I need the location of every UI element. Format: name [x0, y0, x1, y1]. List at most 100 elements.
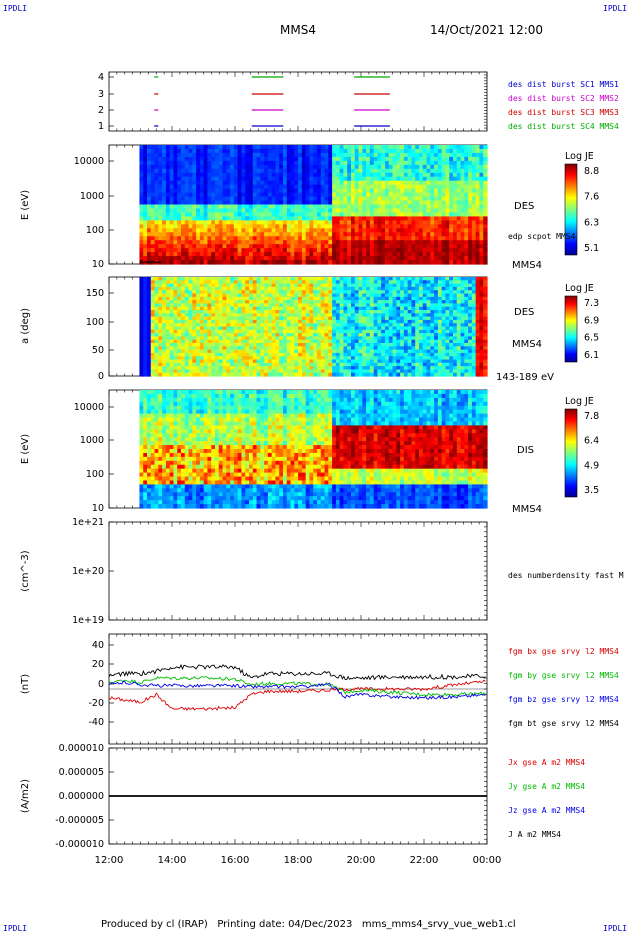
spectrogram-pixel	[434, 216, 439, 221]
spectrogram-pixel	[154, 362, 159, 367]
spectrogram-pixel	[347, 208, 352, 214]
spectrogram-pixel	[286, 277, 292, 281]
spectrogram-pixel	[283, 164, 288, 170]
spectrogram-pixel	[343, 148, 348, 154]
spectrogram-pixel	[165, 293, 171, 298]
spectrogram-pixel	[233, 316, 239, 321]
spectrogram-pixel	[294, 366, 299, 370]
spectrogram-pixel	[181, 329, 186, 334]
spectrogram-pixel	[328, 176, 333, 182]
spectrogram-pixel	[320, 208, 326, 214]
spectrogram-pixel	[366, 180, 371, 186]
spectrogram-pixel	[392, 145, 397, 150]
spectrogram-pixel	[332, 168, 337, 174]
spectrogram-pixel	[154, 300, 159, 304]
spectrogram-pixel	[449, 240, 454, 245]
spectrogram-pixel	[203, 224, 209, 229]
spectrogram-pixel	[475, 145, 481, 150]
spectrogram-pixel	[328, 200, 333, 206]
spectrogram-pixel	[252, 369, 258, 374]
spectrogram-pixel	[249, 196, 254, 202]
spectrogram-pixel	[309, 208, 314, 214]
spectrogram-pixel	[207, 349, 212, 354]
spectrogram-pixel	[260, 192, 265, 198]
spectrogram-pixel	[165, 200, 171, 206]
spectrogram-pixel	[468, 216, 473, 221]
spectrogram-pixel	[218, 156, 224, 162]
spectrogram-pixel	[298, 300, 303, 304]
spectrogram-pixel	[143, 277, 148, 281]
spectrogram-pixel	[286, 290, 292, 295]
spectrogram-pixel	[369, 164, 375, 170]
spectrogram-pixel	[279, 196, 284, 202]
spectrogram-pixel	[192, 286, 197, 291]
spectrogram-pixel	[313, 232, 318, 237]
spectrogram-pixel	[173, 164, 178, 170]
spectrogram-pixel	[271, 346, 277, 351]
spectrogram-pixel	[305, 148, 311, 154]
spectrogram-pixel	[366, 240, 371, 245]
spectrogram-pixel	[445, 164, 450, 170]
spectrogram-pixel	[196, 196, 201, 202]
spectrogram-pixel	[354, 192, 360, 198]
spectrogram-pixel	[215, 352, 220, 357]
spectrogram-pixel	[245, 176, 250, 182]
spectrogram-pixel	[181, 303, 186, 308]
spectrogram-pixel	[143, 296, 148, 301]
spectrogram-pixel	[249, 248, 254, 253]
spectrogram-pixel	[215, 323, 220, 328]
spectrogram-pixel	[158, 319, 163, 324]
spectrogram-pixel	[256, 306, 261, 311]
spectrogram-pixel	[237, 196, 243, 202]
spectrogram-pixel	[222, 208, 227, 214]
spectrogram-pixel	[169, 180, 175, 186]
spectrogram-pixel	[181, 160, 186, 166]
spectrogram-pixel	[165, 236, 171, 241]
spectrogram-pixel	[377, 180, 382, 186]
spectrogram-pixel	[294, 356, 299, 361]
spectrogram-pixel	[165, 244, 171, 249]
spectrogram-pixel	[215, 176, 220, 182]
spectrogram-pixel	[411, 196, 416, 202]
spectrogram-pixel	[207, 293, 212, 298]
spectrogram-pixel	[437, 224, 443, 229]
spectrogram-pixel	[226, 362, 231, 367]
spectrogram-pixel	[173, 359, 178, 364]
spectrogram-pixel	[237, 145, 243, 150]
spectrogram-pixel	[290, 310, 295, 314]
spectrogram-pixel	[354, 204, 360, 210]
spectrogram-pixel	[207, 336, 212, 341]
spectrogram-pixel	[139, 293, 144, 298]
spectrogram-pixel	[290, 300, 295, 304]
spectrogram-pixel	[328, 236, 333, 241]
spectrogram-pixel	[437, 216, 443, 221]
spectrogram-pixel	[309, 188, 314, 194]
spectrogram-pixel	[275, 336, 280, 341]
spectrogram-pixel	[411, 248, 416, 253]
y-tick-label: 10	[92, 259, 104, 270]
spectrogram-pixel	[226, 303, 231, 308]
spectrogram-pixel	[464, 208, 469, 214]
spectrogram-pixel	[294, 244, 299, 249]
spectrogram-pixel	[150, 306, 156, 311]
spectrogram-pixel	[260, 160, 265, 166]
spectrogram-pixel	[181, 277, 186, 281]
spectrogram-pixel	[456, 176, 462, 182]
spectrogram-pixel	[139, 356, 144, 361]
spectrogram-pixel	[154, 329, 159, 334]
spectrogram-pixel	[256, 224, 261, 229]
spectrogram-pixel	[313, 192, 318, 198]
spectrogram-pixel	[415, 252, 420, 257]
spectrogram-pixel	[150, 277, 156, 281]
spectrogram-pixel	[358, 164, 363, 170]
spectrogram-pixel	[317, 216, 322, 221]
spectrogram-pixel	[139, 283, 144, 288]
spectrogram-pixel	[456, 204, 462, 210]
spectrogram-pixel	[283, 236, 288, 241]
spectrogram-pixel	[434, 148, 439, 154]
spectrogram-pixel	[207, 172, 212, 178]
spectrogram-pixel	[483, 180, 488, 186]
spectrogram-pixel	[165, 196, 171, 202]
spectrogram-pixel	[230, 260, 235, 265]
spectrogram-pixel	[188, 310, 193, 314]
